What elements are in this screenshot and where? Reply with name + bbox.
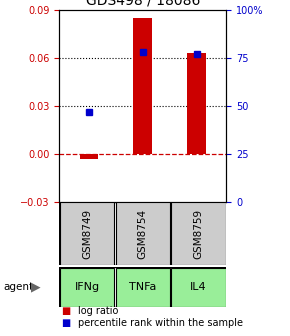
Bar: [80, 154, 98, 159]
Text: GSM8759: GSM8759: [193, 208, 203, 259]
FancyBboxPatch shape: [59, 202, 226, 265]
FancyBboxPatch shape: [171, 267, 226, 307]
Text: percentile rank within the sample: percentile rank within the sample: [78, 318, 243, 328]
Text: IFNg: IFNg: [75, 282, 100, 292]
Text: log ratio: log ratio: [78, 306, 119, 316]
Text: GSM8754: GSM8754: [138, 208, 148, 259]
Text: IL4: IL4: [190, 282, 207, 292]
FancyBboxPatch shape: [60, 202, 115, 265]
Title: GDS498 / 18086: GDS498 / 18086: [86, 0, 200, 7]
Text: ■: ■: [61, 306, 70, 316]
Text: ▶: ▶: [31, 281, 41, 294]
FancyBboxPatch shape: [171, 202, 226, 265]
FancyBboxPatch shape: [116, 202, 170, 265]
FancyBboxPatch shape: [60, 267, 115, 307]
Bar: [187, 53, 206, 154]
Bar: [133, 18, 152, 154]
Text: agent: agent: [3, 282, 33, 292]
Text: TNFa: TNFa: [129, 282, 157, 292]
FancyBboxPatch shape: [116, 267, 170, 307]
FancyBboxPatch shape: [59, 267, 226, 307]
Text: ■: ■: [61, 318, 70, 328]
Text: GSM8749: GSM8749: [82, 208, 92, 259]
